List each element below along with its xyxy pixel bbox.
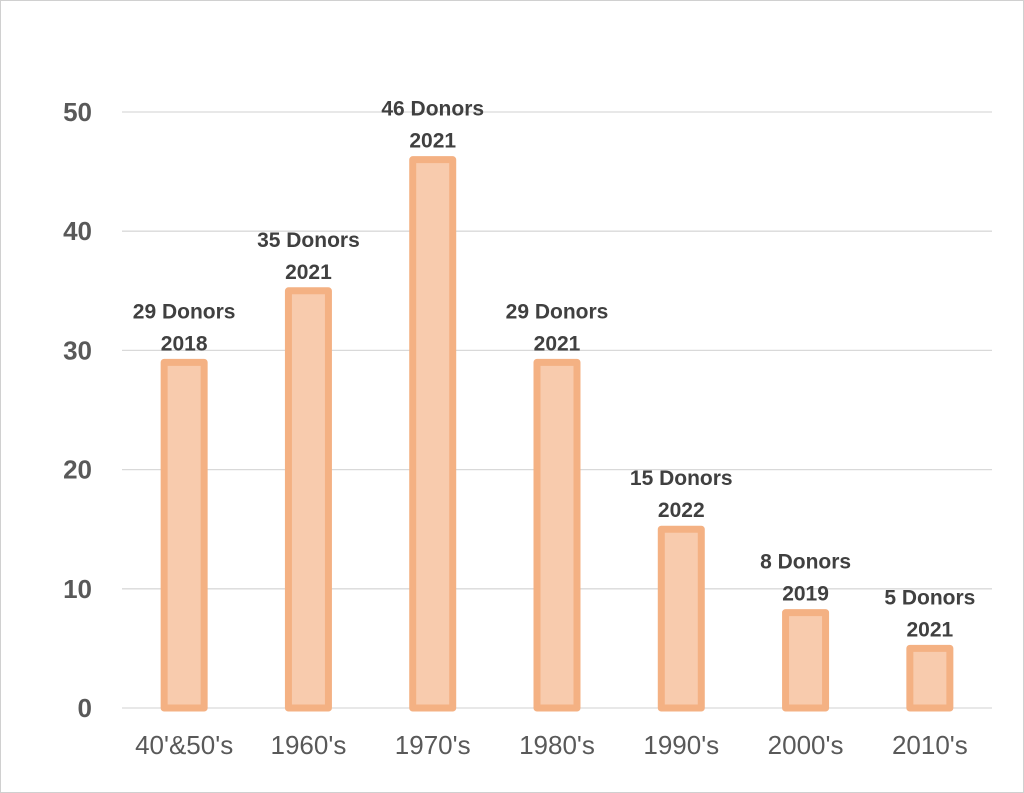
x-tick-label: 1980's (519, 730, 595, 760)
y-tick-label: 30 (63, 335, 92, 365)
x-tick-label: 2010's (892, 730, 968, 760)
x-tick-label: 40'&50's (135, 730, 233, 760)
bar (657, 525, 705, 712)
bar (409, 156, 457, 712)
data-label: 2021 (534, 332, 581, 355)
y-tick-label: 10 (63, 574, 92, 604)
bar (284, 287, 332, 712)
data-label: 46 Donors (381, 98, 484, 121)
x-tick-label: 1960's (271, 730, 347, 760)
bar (782, 609, 830, 712)
bar (906, 644, 954, 712)
bar (160, 358, 208, 712)
y-tick-label: 20 (63, 455, 92, 485)
bar (533, 358, 581, 712)
data-label: 2022 (658, 499, 705, 522)
y-tick-label: 40 (63, 216, 92, 246)
data-label: 2021 (409, 130, 456, 153)
y-tick-label: 50 (63, 97, 92, 127)
data-label: 2021 (285, 261, 332, 284)
x-tick-label: 1970's (395, 730, 471, 760)
data-label: 5 Donors (884, 586, 975, 609)
y-tick-label: 0 (78, 693, 92, 723)
x-tick-label: 1990's (643, 730, 719, 760)
data-label: 2021 (906, 618, 953, 641)
data-label: 35 Donors (257, 229, 360, 252)
data-label: 29 Donors (133, 300, 236, 323)
x-tick-label: 2000's (768, 730, 844, 760)
data-label: 2019 (782, 583, 829, 606)
data-label: 8 Donors (760, 551, 851, 574)
data-label: 15 Donors (630, 467, 733, 490)
data-label: 2018 (161, 332, 208, 355)
data-label: 29 Donors (506, 300, 609, 323)
